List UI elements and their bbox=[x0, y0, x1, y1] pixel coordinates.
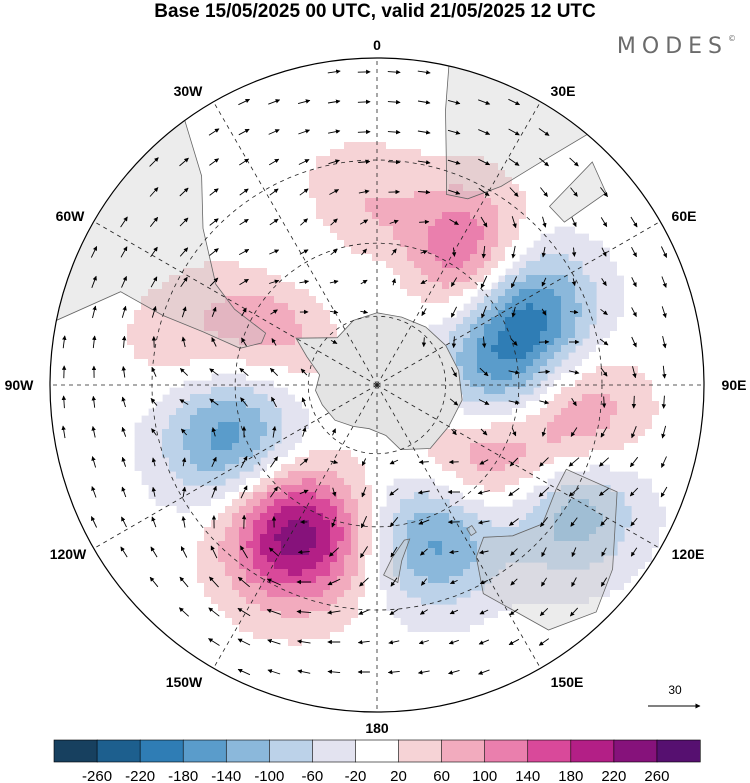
colorbar-label: -260 bbox=[82, 768, 112, 783]
colorbar-swatch bbox=[312, 739, 357, 763]
lon-label-30w: 30W bbox=[174, 83, 204, 99]
colorbar-label: 60 bbox=[433, 768, 450, 783]
colorbar-swatch bbox=[656, 739, 701, 763]
colorbar bbox=[53, 739, 701, 763]
colorbar-label: -220 bbox=[125, 768, 155, 783]
colorbar-swatch bbox=[139, 739, 184, 763]
colorbar-label: 180 bbox=[558, 768, 583, 783]
colorbar-swatch bbox=[613, 739, 658, 763]
colorbar-label: -100 bbox=[254, 768, 284, 783]
colorbar-swatch bbox=[182, 739, 227, 763]
anomaly-field bbox=[50, 58, 704, 712]
vector-reference-value: 30 bbox=[668, 683, 682, 697]
colorbar-swatch bbox=[96, 739, 141, 763]
colorbar-label: 260 bbox=[644, 768, 669, 783]
lon-label-90e: 90E bbox=[722, 377, 747, 393]
colorbar-label: 100 bbox=[472, 768, 497, 783]
colorbar-swatch bbox=[398, 739, 443, 763]
lon-label-150w: 150W bbox=[166, 674, 203, 690]
colorbar-label: -140 bbox=[211, 768, 241, 783]
map-border bbox=[49, 57, 705, 713]
colorbar-swatch bbox=[441, 739, 486, 763]
colorbar-swatch bbox=[570, 739, 615, 763]
lon-label-0: 0 bbox=[373, 37, 381, 53]
lon-label-120w: 120W bbox=[50, 546, 87, 562]
logo-mark: © bbox=[728, 34, 736, 43]
colorbar-label: -20 bbox=[345, 768, 367, 783]
map-title: Base 15/05/2025 00 UTC, valid 21/05/2025… bbox=[154, 1, 596, 22]
colorbar-label: -180 bbox=[168, 768, 198, 783]
colorbar-swatch bbox=[355, 739, 400, 763]
colorbar-label: 20 bbox=[390, 768, 407, 783]
lon-label-120e: 120E bbox=[672, 546, 705, 562]
lon-label-90w: 90W bbox=[5, 377, 35, 393]
lon-label-180: 180 bbox=[365, 720, 389, 736]
colorbar-swatch bbox=[53, 739, 98, 763]
colorbar-swatch bbox=[484, 739, 529, 763]
lon-label-150e: 150E bbox=[551, 674, 584, 690]
colorbar-label: 140 bbox=[515, 768, 540, 783]
lon-label-60e: 60E bbox=[672, 208, 697, 224]
colorbar-swatch bbox=[225, 739, 270, 763]
modes-logo: MODES© bbox=[617, 34, 736, 59]
logo-text: MODES bbox=[616, 34, 728, 59]
colorbar-swatch bbox=[269, 739, 313, 763]
wind-vectors bbox=[61, 69, 668, 676]
lon-label-60w: 60W bbox=[56, 208, 86, 224]
colorbar-label: 220 bbox=[601, 768, 626, 783]
graticule bbox=[50, 58, 704, 712]
colorbar-labels: -260 -220 -180 -140 -100 -60 -20 20 60 100 140 180 2… bbox=[82, 768, 669, 783]
lon-label-30e: 30E bbox=[551, 83, 576, 99]
colorbar-swatch bbox=[527, 739, 572, 763]
vector-reference: 30 bbox=[648, 683, 701, 709]
colorbar-label: -60 bbox=[302, 768, 324, 783]
